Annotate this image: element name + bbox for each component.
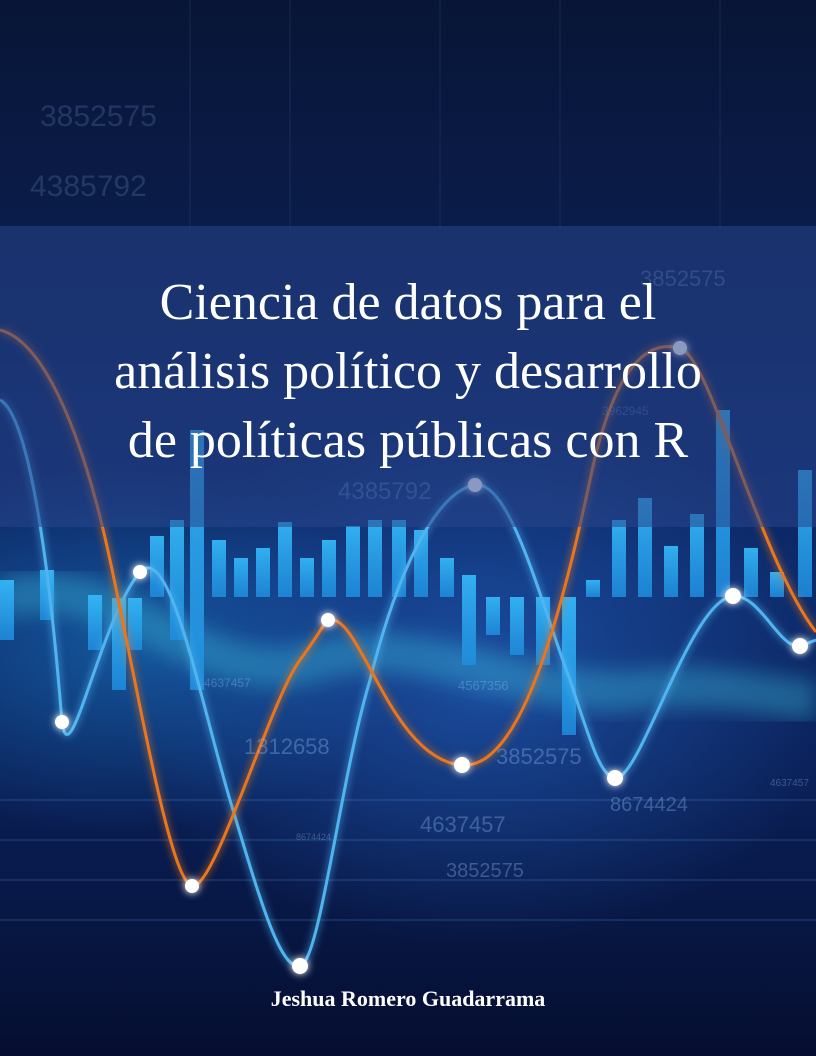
bar [510,597,524,655]
bg-number: 4637457 [420,812,506,837]
bar [346,526,360,597]
bg-number: 8674424 [296,832,332,842]
bar [462,575,476,665]
bar [112,598,126,690]
title-line: análisis político y desarrollo [114,343,702,400]
bar [234,558,248,597]
title-band [0,226,816,527]
bar [88,595,102,650]
bg-number: 4385792 [30,170,147,203]
bar [128,598,142,650]
bar [0,580,14,640]
bg-number: 4637457 [204,676,251,690]
bar [440,558,454,597]
bar [256,548,270,597]
bar [368,520,382,597]
streak-lines [0,799,816,921]
title-line: de políticas públicas con R [127,412,689,469]
bar [322,540,336,597]
bg-number: 3852575 [40,100,157,133]
bg-number: 3852575 [496,744,582,769]
bar [690,514,704,597]
bg-number: 4567356 [458,678,509,693]
bar [278,522,292,597]
bar [300,558,314,597]
bar [562,597,576,735]
bar [486,597,500,635]
bar [612,520,626,597]
bar [170,520,184,640]
bar [770,572,784,597]
book-title: Ciencia de datos para el análisis políti… [0,268,816,475]
bar [586,580,600,597]
bar [212,540,226,597]
bg-number: 1312658 [244,734,330,759]
bg-number: 4637457 [770,778,809,789]
author-name: Jeshua Romero Guadarrama [270,986,546,1011]
bar [664,546,678,597]
blue-curve [0,398,816,968]
title-line: Ciencia de datos para el [159,274,657,331]
bar [150,536,164,597]
grid-lines [189,0,721,230]
bg-number: 8674424 [610,794,688,816]
bg-number: 3852575 [446,860,524,882]
markers [55,341,808,974]
bar [744,548,758,597]
